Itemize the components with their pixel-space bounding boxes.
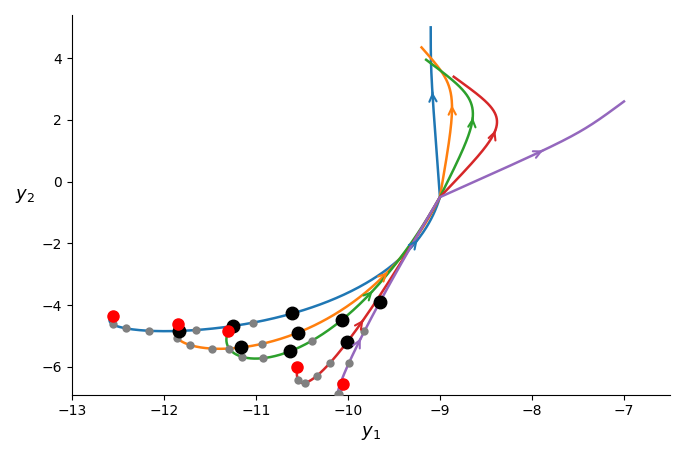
- X-axis label: $y_1$: $y_1$: [361, 424, 381, 442]
- Y-axis label: $y_2$: $y_2$: [15, 187, 35, 205]
